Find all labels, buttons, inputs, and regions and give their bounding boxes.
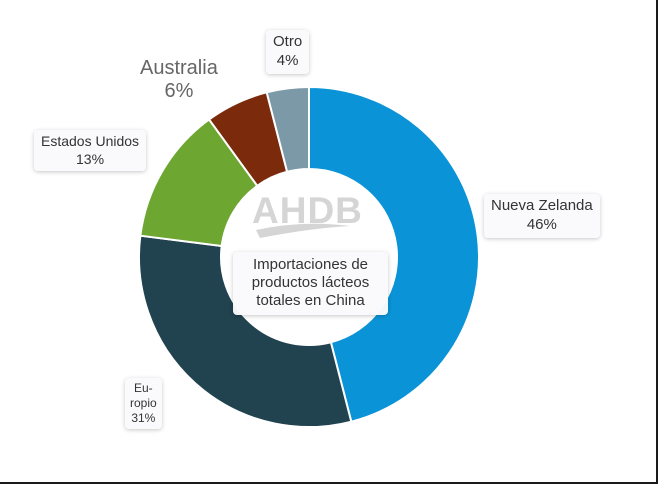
frame-border-bottom xyxy=(0,482,658,484)
slice-label-otro: Otro 4% xyxy=(266,30,310,74)
slice-label-value: 4% xyxy=(276,51,299,69)
slice-label-europio: Eu- ropio 31% xyxy=(125,378,162,429)
frame-border-right xyxy=(656,0,658,484)
donut-slices xyxy=(137,85,480,428)
slice-label-name: Australia xyxy=(140,57,218,79)
slice-label-name: Otro xyxy=(273,33,303,50)
ahdb-logo: AHDB xyxy=(252,190,362,244)
donut-slice-europio[interactable] xyxy=(137,234,353,428)
donut-slice-nueva-zelanda[interactable] xyxy=(308,85,480,423)
ahdb-swoosh-icon xyxy=(256,223,350,238)
slice-label-value: 46% xyxy=(526,215,557,233)
slice-label-name-part2: ropio xyxy=(130,396,157,410)
slice-label-estados-unidos: Estados Unidos 13% xyxy=(34,130,147,171)
slice-label-name: Estados Unidos xyxy=(41,133,140,149)
slice-label-name: Nueva Zelanda xyxy=(491,197,593,214)
slice-label-australia: Australia 6% xyxy=(140,57,218,103)
chart-center-title: Importaciones de productos lácteos total… xyxy=(233,252,388,315)
slice-label-value: 6% xyxy=(164,80,194,102)
slice-label-name-part1: Eu- xyxy=(134,381,153,395)
slice-label-nueva-zelanda: Nueva Zelanda 46% xyxy=(484,194,600,238)
slice-label-value: 13% xyxy=(76,150,105,167)
donut-slice-otro[interactable] xyxy=(265,85,310,173)
slice-label-value: 31% xyxy=(131,411,156,425)
